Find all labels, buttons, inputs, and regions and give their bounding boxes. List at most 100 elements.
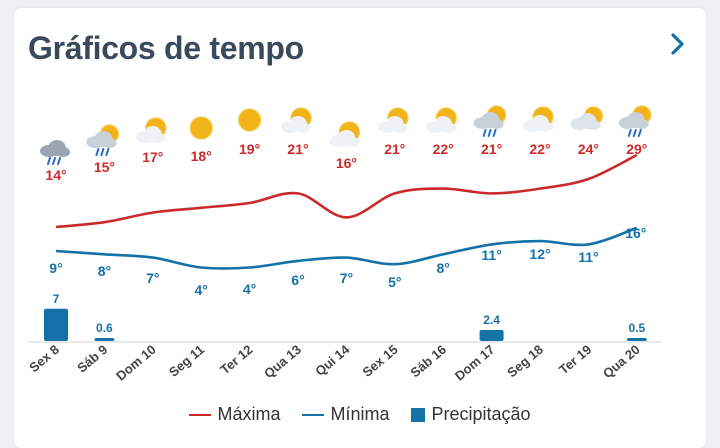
card-title: Gráficos de tempo <box>28 30 304 66</box>
min-label: 8° <box>437 260 450 276</box>
max-label: 24° <box>578 141 599 157</box>
max-line <box>55 153 638 229</box>
rain-drop <box>95 148 100 156</box>
min-label: 8° <box>98 263 111 279</box>
weather-icons <box>40 105 652 165</box>
max-label: 15° <box>94 159 115 175</box>
rain-drop <box>100 148 105 156</box>
max-label: 29° <box>626 141 647 157</box>
max-label: 16° <box>336 155 357 171</box>
precip-bar <box>44 308 68 341</box>
rain-cloud-sun-icon <box>473 105 507 137</box>
rain-drop <box>47 157 51 165</box>
cloud-shape <box>56 147 70 157</box>
x-tick-label: Dom 10 <box>113 342 159 384</box>
sun-icon <box>238 108 262 132</box>
x-tick-label: Sáb 9 <box>74 342 110 376</box>
min-label: 5° <box>388 274 401 290</box>
x-tick-label: Sex 15 <box>360 342 401 380</box>
max-label: 19° <box>239 141 260 157</box>
x-tick-label: Dom 17 <box>452 342 498 384</box>
x-tick-label: Qui 14 <box>312 341 353 379</box>
precip-label: 7 <box>53 292 60 306</box>
legend-precip-label: Precipitação <box>431 404 531 424</box>
cloud-shape <box>297 123 311 133</box>
sun-icon <box>189 116 213 140</box>
partly-sunny-icon <box>329 121 360 147</box>
rain-drop <box>482 129 487 137</box>
min-line <box>55 226 638 270</box>
rain-drop <box>637 129 642 137</box>
partly-sunny-icon <box>377 107 409 133</box>
rain-drop <box>492 129 497 137</box>
x-tick-label: Qua 13 <box>261 342 304 381</box>
min-label: 4° <box>243 281 256 297</box>
min-label: 12° <box>529 246 550 262</box>
rain-drop <box>627 129 632 137</box>
partly-sunny-icon <box>523 106 554 132</box>
min-label: 6° <box>291 272 304 288</box>
precip-bar <box>94 338 115 341</box>
rain-drop <box>632 129 637 137</box>
min-label: 9° <box>49 260 62 276</box>
cloud-shape <box>539 122 553 132</box>
legend-min: Mínima <box>302 404 389 425</box>
cloud-shape <box>634 119 649 129</box>
chart-legend: Máxima Mínima Precipitação <box>0 404 720 425</box>
cloud-shape <box>393 123 408 133</box>
min-series: 9° 8° 7° 4° 4° 6° 7° 5° 8° 11° 12° 11° 16° <box>49 225 646 298</box>
legend-max-swatch <box>189 413 212 416</box>
x-tick-label: Seg 18 <box>504 342 546 380</box>
cloud-shape <box>102 138 117 148</box>
min-label: 11° <box>578 249 598 265</box>
weather-chart-card: Gráficos de tempo <box>14 8 706 448</box>
sun-shape <box>238 108 262 132</box>
partly-sunny-icon <box>135 117 167 143</box>
max-label: 22° <box>529 141 550 157</box>
min-label: 7° <box>146 270 159 286</box>
rain-drop <box>52 157 56 165</box>
cloud-shape <box>345 137 360 147</box>
precip-series: 7 0.6 2.4 0.5 <box>44 292 647 341</box>
rain-drop <box>487 129 492 137</box>
precip-bar <box>626 338 647 341</box>
max-label: 21° <box>384 141 405 157</box>
sun-shape <box>189 116 213 140</box>
cloud-shape <box>489 119 504 129</box>
partly-sunny-icon <box>426 107 457 133</box>
precip-label: 0.6 <box>96 321 113 335</box>
weather-chart: 14° 15°17° 18° 19° 21°16°21° 22° 21° 22° 24° 29° … <box>26 105 662 383</box>
x-tick-label: Qua 20 <box>600 342 643 381</box>
max-label: 17° <box>142 149 163 165</box>
x-tick-label: Ter 12 <box>217 342 255 377</box>
x-tick-label: Seg 11 <box>166 342 207 380</box>
rain-drop <box>105 148 110 156</box>
x-axis: Sex 8 Sáb 9 Dom 10 Seg 11 Ter 12 Qua 13 Qui 14… <box>26 341 662 383</box>
rain-cloud-sun-icon <box>618 105 652 137</box>
cloud-shape <box>151 133 166 143</box>
precip-bar <box>479 329 504 341</box>
x-tick-label: Sex 8 <box>26 342 62 375</box>
max-label: 22° <box>433 141 454 157</box>
max-label: 21° <box>481 141 502 157</box>
rain-drop <box>57 157 61 165</box>
max-series: 14° 15° 17° 18° 19° 21° 16° 21° 22° 21° 22° 24° 29° <box>45 141 647 229</box>
legend-precip: Precipitação <box>411 404 531 425</box>
x-tick-label: Ter 19 <box>556 342 594 377</box>
min-label: 4° <box>195 282 208 298</box>
chevron-right-icon[interactable] <box>661 26 697 62</box>
min-label: 16° <box>625 225 646 241</box>
legend-max-label: Máxima <box>217 404 281 424</box>
rain-cloud-icon <box>40 140 70 165</box>
legend-precip-swatch <box>411 407 426 422</box>
cloudy-sun-icon <box>570 106 604 130</box>
cloud-shape <box>442 123 457 133</box>
min-label: 11° <box>481 247 501 263</box>
max-label: 14° <box>45 167 66 183</box>
max-label: 18° <box>191 148 212 164</box>
cloud-shape <box>586 120 601 130</box>
partly-sunny-icon <box>281 107 312 133</box>
legend-max: Máxima <box>189 404 280 425</box>
rain-cloud-sun-icon <box>86 124 120 156</box>
legend-min-label: Mínima <box>330 404 390 424</box>
